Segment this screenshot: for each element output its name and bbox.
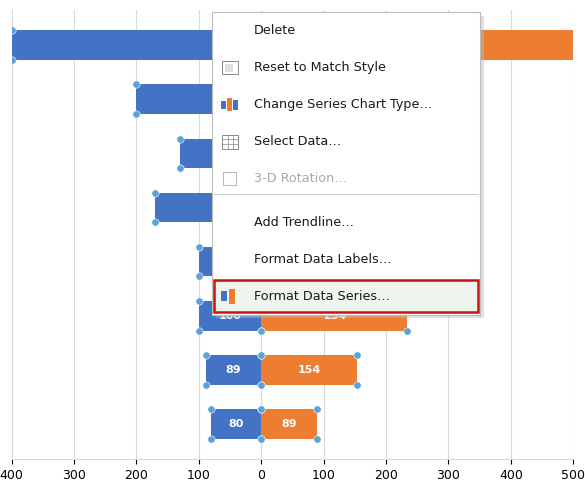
Point <box>257 297 266 305</box>
Point <box>207 435 216 443</box>
Text: Change Series Chart Type…: Change Series Chart Type… <box>254 98 432 111</box>
Text: 130: 130 <box>290 256 314 266</box>
Point <box>257 26 266 34</box>
Point <box>194 272 204 280</box>
Point <box>257 435 266 443</box>
Text: Select Data…: Select Data… <box>254 135 341 148</box>
Point <box>402 297 412 305</box>
Bar <box>261 409 317 439</box>
Point <box>257 135 266 143</box>
Point <box>257 326 266 334</box>
Point <box>194 326 204 334</box>
Bar <box>211 409 261 439</box>
Bar <box>261 301 407 330</box>
Bar <box>199 247 261 276</box>
Bar <box>136 84 261 114</box>
Point <box>257 326 266 334</box>
Point <box>194 243 204 250</box>
Point <box>201 381 211 389</box>
Point <box>176 135 185 143</box>
Text: 234: 234 <box>323 311 346 321</box>
Point <box>257 80 266 88</box>
Point <box>257 56 266 64</box>
Point <box>257 351 266 359</box>
Point <box>257 272 266 280</box>
Point <box>257 351 266 359</box>
Point <box>207 405 216 413</box>
Bar <box>180 139 261 168</box>
Point <box>132 80 141 88</box>
Point <box>312 435 322 443</box>
Bar <box>199 301 261 330</box>
Text: Format Data Series…: Format Data Series… <box>254 290 390 303</box>
Point <box>402 326 412 334</box>
Text: 100: 100 <box>219 256 242 266</box>
Text: Delete: Delete <box>254 24 296 37</box>
Bar <box>261 30 573 60</box>
Point <box>132 110 141 118</box>
Point <box>257 381 266 389</box>
Point <box>257 219 266 227</box>
Point <box>257 435 266 443</box>
Text: 89: 89 <box>226 365 242 375</box>
Point <box>257 272 266 280</box>
Text: Add Trendline…: Add Trendline… <box>254 216 354 229</box>
Point <box>338 272 347 280</box>
Point <box>312 405 322 413</box>
Point <box>353 381 362 389</box>
Point <box>257 243 266 250</box>
Point <box>257 110 266 118</box>
Text: Reset to Match Style: Reset to Match Style <box>254 61 386 74</box>
Point <box>194 297 204 305</box>
Point <box>150 189 160 197</box>
Point <box>257 405 266 413</box>
Text: 100: 100 <box>219 311 242 321</box>
Bar <box>206 355 261 385</box>
Point <box>338 243 347 250</box>
Text: 154: 154 <box>298 365 321 375</box>
Point <box>257 297 266 305</box>
Point <box>7 26 16 34</box>
Point <box>257 405 266 413</box>
Bar <box>261 247 342 276</box>
Point <box>257 243 266 250</box>
Bar <box>261 355 357 385</box>
Point <box>201 351 211 359</box>
Text: 3-D Rotation…: 3-D Rotation… <box>254 172 347 185</box>
Bar <box>12 30 261 60</box>
Text: 80: 80 <box>229 419 244 429</box>
Point <box>7 56 16 64</box>
Point <box>257 164 266 172</box>
Point <box>176 164 185 172</box>
Point <box>353 351 362 359</box>
Bar <box>261 193 349 223</box>
Bar <box>155 193 261 223</box>
Point <box>257 189 266 197</box>
Point <box>257 381 266 389</box>
Text: Format Data Labels…: Format Data Labels… <box>254 253 391 266</box>
Text: 89: 89 <box>281 419 297 429</box>
Point <box>150 219 160 227</box>
